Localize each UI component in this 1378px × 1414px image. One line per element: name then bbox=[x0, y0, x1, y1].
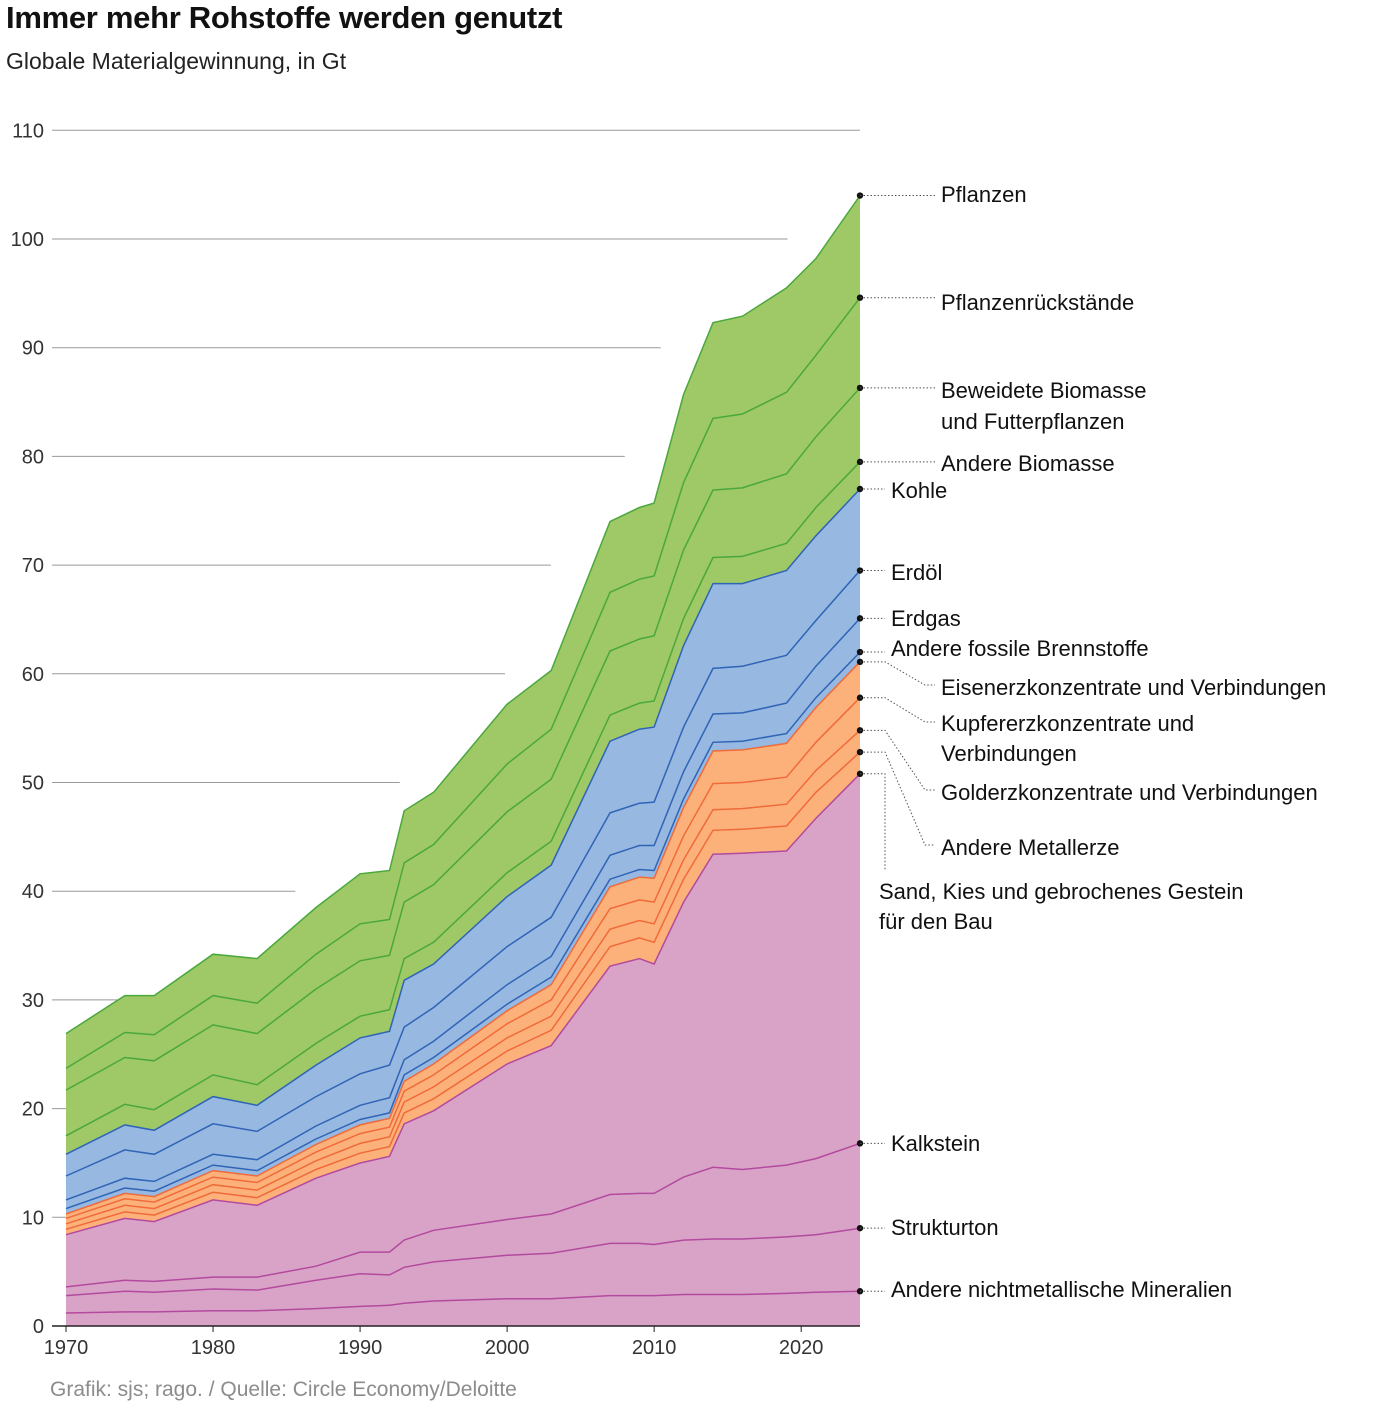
area-andere-nichtmetallische-mineralien bbox=[66, 1291, 860, 1326]
area-kalkstein bbox=[66, 1143, 860, 1296]
line-andere-fossile-brennstoffe bbox=[65, 651, 861, 1210]
label-verbindungen: Verbindungen bbox=[941, 741, 1077, 766]
line-sand-kies-und-gebrochenes-gestein-f-r-den-bau bbox=[65, 773, 861, 1236]
y-tick-60: 60 bbox=[22, 664, 44, 686]
leader-kupfererzkonzentrate-und bbox=[860, 697, 935, 723]
y-tick-80: 80 bbox=[22, 446, 44, 468]
leader-andere-metallerze bbox=[860, 751, 935, 846]
y-tick-10: 10 bbox=[22, 1207, 44, 1229]
y-tick-50: 50 bbox=[22, 773, 44, 795]
line-andere-nichtmetallische-mineralien bbox=[65, 1290, 861, 1314]
line-eisenerzkonzentrate-und-verbindungen bbox=[65, 661, 861, 1215]
line-strukturton bbox=[65, 1227, 861, 1297]
line-kupfererzkonzentrate-und-verbindungen bbox=[65, 697, 861, 1220]
label-andere-metallerze: Andere Metallerze bbox=[941, 835, 1120, 860]
y-tick-0: 0 bbox=[33, 1316, 44, 1338]
y-tick-70: 70 bbox=[22, 555, 44, 577]
x-tick-2020: 2020 bbox=[779, 1337, 824, 1359]
line-pflanzenr-ckst-nde bbox=[65, 297, 861, 1070]
x-tick-1990: 1990 bbox=[338, 1337, 383, 1359]
chart-subtitle: Globale Materialgewinnung, in Gt bbox=[6, 48, 347, 74]
label-eisenerzkonzentrate-und-verbindungen: Eisenerzkonzentrate und Verbindungen bbox=[941, 675, 1326, 700]
y-tick-30: 30 bbox=[22, 990, 44, 1012]
y-tick-110: 110 bbox=[12, 120, 44, 142]
label-sand-kies-und-gebrochenes-gestein: Sand, Kies und gebrochenes Gestein bbox=[879, 879, 1243, 904]
series-labels: Andere nichtmetallische Mineralien Strukt… bbox=[856, 182, 1326, 1302]
x-tick-1970: 1970 bbox=[44, 1337, 89, 1359]
gridlines bbox=[52, 129, 860, 1218]
y-tick-20: 20 bbox=[22, 1099, 44, 1121]
series-boundary-lines bbox=[65, 195, 861, 1314]
line-beweidete-biomasse-und-futterpflanzen bbox=[65, 387, 861, 1091]
area-layers bbox=[66, 195, 860, 1326]
area-beweidete-biomasse-und-futterpflanzen bbox=[66, 387, 860, 1136]
label-pflanzen: Pflanzen bbox=[941, 182, 1027, 207]
label-kalkstein: Kalkstein bbox=[891, 1131, 980, 1156]
area-strukturton bbox=[66, 1228, 860, 1313]
label-andere-fossile-brennstoffe: Andere fossile Brennstoffe bbox=[891, 636, 1149, 661]
line-kohle bbox=[65, 488, 861, 1155]
y-tick-90: 90 bbox=[22, 338, 44, 360]
line-erdgas bbox=[65, 617, 861, 1201]
label-kupfererzkonzentrate-und: Kupfererzkonzentrate und bbox=[941, 711, 1194, 736]
label-und-futterpflanzen: und Futterpflanzen bbox=[941, 409, 1124, 434]
line-andere-biomasse bbox=[65, 461, 861, 1137]
label-erdgas: Erdgas bbox=[891, 606, 961, 631]
axes: 0 10 20 30 40 50 60 70 80 90 100 110 1970 1980 1990 200… bbox=[11, 120, 860, 1359]
leader-eisenerzkonzentrate-und-verbindungen bbox=[860, 661, 935, 686]
label-pflanzenr-ckst-nde: Pflanzenrückstände bbox=[941, 290, 1134, 315]
x-tick-1980: 1980 bbox=[191, 1337, 236, 1359]
chart-title: Immer mehr Rohstoffe werden genutzt bbox=[6, 0, 563, 35]
label-f-r-den-bau: für den Bau bbox=[879, 909, 993, 934]
line-kalkstein bbox=[65, 1142, 861, 1288]
label-kohle: Kohle bbox=[891, 478, 947, 503]
leader-sand bbox=[860, 773, 886, 870]
x-tick-2010: 2010 bbox=[632, 1337, 677, 1359]
label-strukturton: Strukturton bbox=[891, 1215, 999, 1240]
y-tick-40: 40 bbox=[22, 881, 44, 903]
source-note: Grafik: sjs; rago. / Quelle: Circle Econ… bbox=[50, 1378, 517, 1401]
y-tick-100: 100 bbox=[11, 229, 44, 251]
label-beweidete-biomasse: Beweidete Biomasse bbox=[941, 378, 1146, 403]
area-sand-kies-und-gebrochenes-gestein-f-r-den-bau bbox=[66, 773, 860, 1287]
line-golderzkonzentrate-und-verbindungen bbox=[65, 729, 861, 1225]
line-pflanzen bbox=[65, 195, 861, 1035]
label-golderzkonzentrate-und-verbindungen: Golderzkonzentrate und Verbindungen bbox=[941, 780, 1318, 805]
line-erd-l bbox=[65, 570, 861, 1177]
label-erd-l: Erdöl bbox=[891, 560, 942, 585]
line-andere-metallerze bbox=[65, 751, 861, 1231]
leader-golderzkonzentrate-und-verbindungen bbox=[860, 729, 935, 791]
x-tick-2000: 2000 bbox=[485, 1337, 530, 1359]
label-andere-biomasse: Andere Biomasse bbox=[941, 451, 1115, 476]
label-andere-nichtmetallische-mineralien: Andere nichtmetallische Mineralien bbox=[891, 1277, 1232, 1302]
